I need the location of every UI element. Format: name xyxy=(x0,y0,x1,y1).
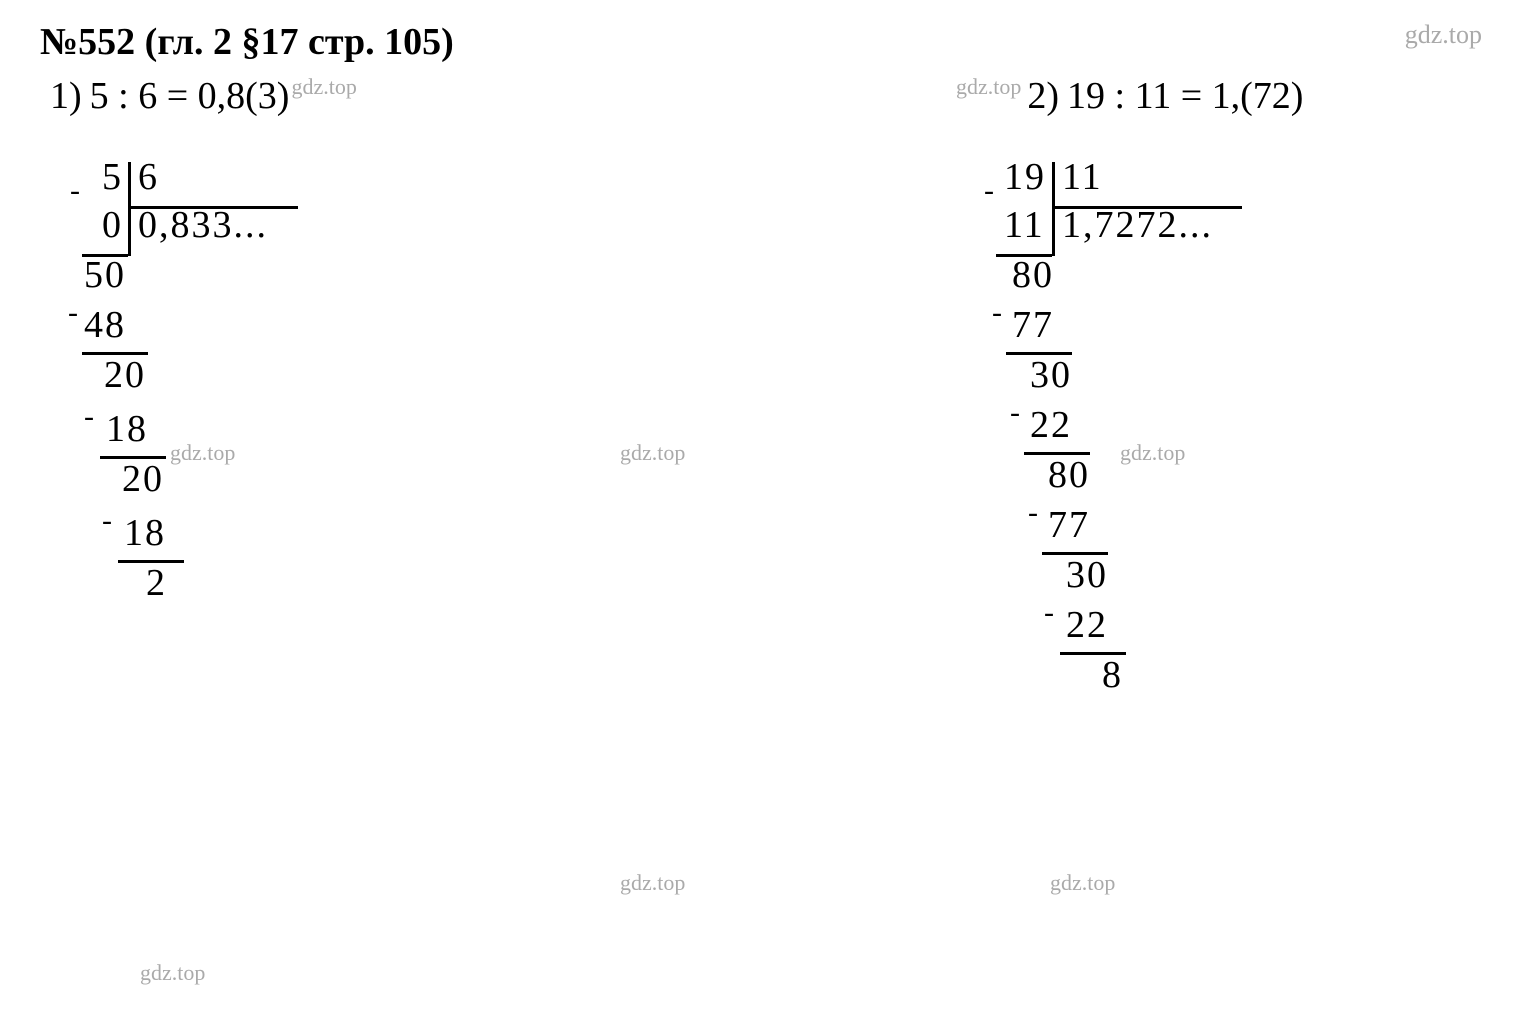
long-division-2: - 19 11 11 1,7272... 80 - 77 30 - 22 80 … xyxy=(986,158,1482,958)
problem-index: 2) xyxy=(1027,74,1059,118)
step-80a: 80 xyxy=(1012,256,1054,294)
step-20a: 20 xyxy=(104,356,146,394)
watermark-prefix: gdz.top xyxy=(956,74,1021,100)
minus-1: - xyxy=(984,176,994,206)
problem-1: 1) 5 : 6 = 0,8(3) gdz.top - 5 6 0 0,833.… xyxy=(40,74,576,958)
problem-2: gdz.top 2) 19 : 11 = 1,(72) - 19 11 11 1… xyxy=(576,74,1482,958)
step-18b: 18 xyxy=(124,514,166,552)
watermark-superscript: gdz.top xyxy=(291,74,356,100)
step-77a: 77 xyxy=(1012,306,1054,344)
step-sub-0: 0 xyxy=(102,206,123,244)
step-48: 48 xyxy=(84,306,126,344)
division-vbar xyxy=(1052,162,1055,256)
watermark-body: gdz.top xyxy=(170,440,235,466)
step-18a: 18 xyxy=(106,410,148,448)
step-22b: 22 xyxy=(1066,606,1108,644)
minus-2: - xyxy=(992,298,1002,328)
minus-2: - xyxy=(68,298,78,328)
watermark-body: gdz.top xyxy=(620,440,685,466)
minus-3: - xyxy=(1010,398,1020,428)
divisor: 6 xyxy=(138,158,159,196)
content-columns: 1) 5 : 6 = 0,8(3) gdz.top - 5 6 0 0,833.… xyxy=(40,74,1482,958)
problem-eq: 5 : 6 = 0,8(3) xyxy=(90,74,290,118)
equation-2: gdz.top 2) 19 : 11 = 1,(72) xyxy=(956,74,1482,118)
step-30b: 30 xyxy=(1066,556,1108,594)
problem-eq: 19 : 11 = 1,(72) xyxy=(1067,74,1303,118)
watermark-body: gdz.top xyxy=(1120,440,1185,466)
minus-4: - xyxy=(102,506,112,536)
dividend: 5 xyxy=(102,158,123,196)
divisor: 11 xyxy=(1062,158,1103,196)
watermark-header: gdz.top xyxy=(1405,20,1482,50)
step-22a: 22 xyxy=(1030,406,1072,444)
long-division-1: - 5 6 0 0,833... 50 - 48 20 - 18 20 - 18… xyxy=(80,158,576,858)
step-11: 11 xyxy=(1004,206,1045,244)
watermark-body: gdz.top xyxy=(140,960,205,986)
minus-1: - xyxy=(70,176,80,206)
dividend: 19 xyxy=(1004,158,1046,196)
step-50: 50 xyxy=(84,256,126,294)
quotient: 1,7272... xyxy=(1062,206,1213,244)
watermark-body: gdz.top xyxy=(1050,870,1115,896)
minus-3: - xyxy=(84,402,94,432)
quotient: 0,833... xyxy=(138,206,268,244)
problem-index: 1) xyxy=(50,74,82,118)
step-80b: 80 xyxy=(1048,456,1090,494)
page-title: №552 (гл. 2 §17 стр. 105) xyxy=(40,20,454,64)
watermark-body: gdz.top xyxy=(620,870,685,896)
step-2: 2 xyxy=(146,564,167,602)
step-8: 8 xyxy=(1102,656,1123,694)
step-20b: 20 xyxy=(122,460,164,498)
step-77b: 77 xyxy=(1048,506,1090,544)
division-vbar xyxy=(128,162,131,256)
step-30a: 30 xyxy=(1030,356,1072,394)
minus-5: - xyxy=(1044,598,1054,628)
equation-1: 1) 5 : 6 = 0,8(3) gdz.top xyxy=(50,74,576,118)
header-row: №552 (гл. 2 §17 стр. 105) gdz.top xyxy=(40,20,1482,64)
minus-4: - xyxy=(1028,498,1038,528)
